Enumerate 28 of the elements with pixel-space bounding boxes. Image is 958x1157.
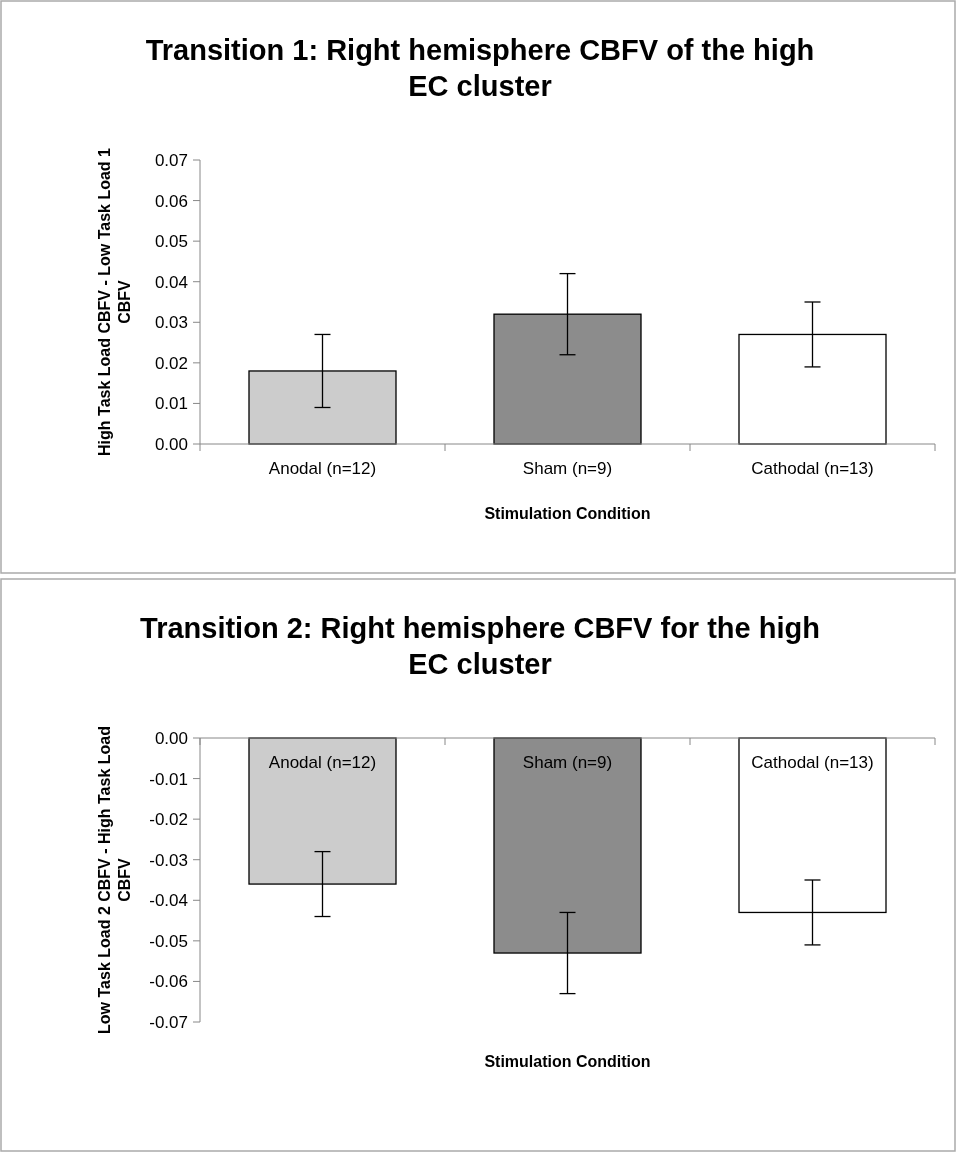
y-tick-label: -0.06 <box>149 972 188 992</box>
x-tick-label: Anodal (n=12) <box>268 459 377 478</box>
y-tick-label: -0.03 <box>149 850 188 870</box>
y-tick-label: 0.04 <box>154 272 188 292</box>
y-tick-label: -0.02 <box>149 810 188 830</box>
y-tick-label: -0.07 <box>149 1012 188 1032</box>
x-tick-label: Cathodal (n=13) <box>751 753 874 772</box>
y-tick-label: -0.01 <box>149 769 188 789</box>
x-tick-label: Anodal (n=12) <box>268 753 377 772</box>
y-tick-label: 0.05 <box>154 232 188 252</box>
x-axis-title: Stimulation Condition <box>484 1053 651 1070</box>
y-tick-label: 0.00 <box>154 728 188 748</box>
x-tick-label: Cathodal (n=13) <box>751 459 874 478</box>
y-tick-label: 0.00 <box>154 434 188 454</box>
chart-title: Transition 2: Right hemisphere CBFV for the high EC cluster <box>140 612 820 680</box>
chart-title: Transition 1: Right hemisphere CBFV of the high EC cluster <box>145 34 815 102</box>
y-axis-title: High Task Load CBFV - Low Task Load 1 CBFV <box>96 147 133 456</box>
y-tick-label: 0.03 <box>154 313 188 333</box>
x-axis-title: Stimulation Condition <box>484 505 651 522</box>
y-tick-label: -0.05 <box>149 931 188 951</box>
y-tick-label: 0.02 <box>154 353 188 373</box>
y-tick-label: 0.06 <box>154 191 188 211</box>
y-axis-title: Low Task Load 2 CBFV - High Task Load CBFV <box>96 726 133 1034</box>
x-tick-label: Sham (n=9) <box>522 753 613 772</box>
x-tick-label: Sham (n=9) <box>522 459 613 478</box>
y-tick-label: 0.01 <box>154 394 188 414</box>
y-tick-label: 0.07 <box>154 150 188 170</box>
y-tick-label: -0.04 <box>149 891 188 911</box>
